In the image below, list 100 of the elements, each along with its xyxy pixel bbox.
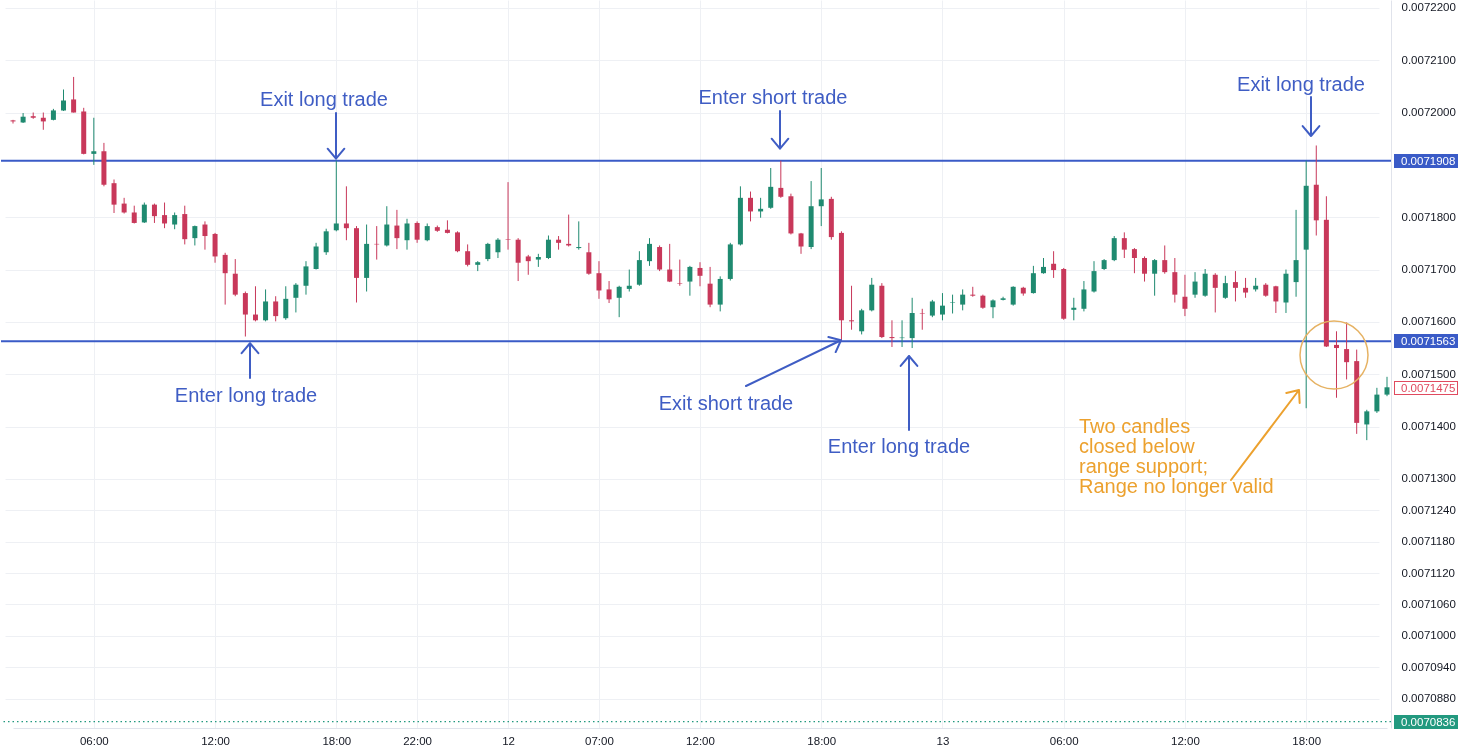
candlestick: [71, 76, 77, 114]
x-tick-label: 12:00: [686, 734, 715, 747]
x-tick-label: 18:00: [322, 734, 352, 747]
candlestick: [394, 209, 400, 250]
candlestick: [162, 202, 168, 229]
ref-line-label: 0.0070836: [1394, 714, 1458, 729]
candlestick: [818, 167, 824, 227]
candlestick: [667, 243, 673, 283]
candlestick: [232, 258, 238, 297]
candlestick: [616, 285, 622, 318]
annotation: Enter long trade: [174, 383, 318, 407]
candlestick: [960, 288, 966, 311]
candlestick: [1212, 272, 1218, 313]
ref-line-label: 0.0071563: [1394, 334, 1458, 349]
candlestick: [1384, 376, 1390, 397]
candlestick: [697, 261, 703, 287]
candlestick: [121, 197, 127, 215]
candlestick: [515, 237, 521, 282]
y-tick-label: 0.0071300: [1401, 472, 1456, 485]
candlestick: [1273, 285, 1279, 314]
candlestick: [303, 260, 309, 296]
x-tick-label: 06:00: [1049, 734, 1079, 747]
candlestick: [242, 291, 248, 338]
y-tick-label: 0.0071600: [1401, 315, 1456, 328]
annotation: Exit long trade: [260, 87, 388, 111]
candlestick: [343, 185, 349, 241]
candlestick: [222, 252, 228, 306]
candlestick: [333, 160, 339, 232]
candlestick: [1172, 257, 1178, 303]
candlestick: [1142, 255, 1148, 283]
x-tick-label: 12:00: [201, 734, 230, 747]
candlestick: [1081, 280, 1087, 312]
candlestick: [849, 285, 855, 331]
y-tick-label: 0.0071800: [1401, 210, 1456, 223]
y-tick-label: 0.0072000: [1401, 106, 1456, 119]
candlestick: [1364, 409, 1370, 441]
candlestick: [545, 235, 551, 260]
x-tick-label: 13: [936, 734, 950, 747]
annotation: Enter short trade: [698, 85, 848, 109]
candlestick: [677, 259, 683, 287]
candlestick: [1344, 321, 1350, 380]
candlestick: [990, 298, 996, 319]
candlestick: [495, 237, 501, 259]
x-tick-label: 07:00: [585, 734, 614, 747]
candlestick: [111, 179, 117, 214]
candlestick: [212, 232, 218, 264]
candlestick: [778, 160, 784, 199]
y-tick-label: 0.0070880: [1401, 692, 1456, 705]
y-tick-label: 0.0071120: [1401, 566, 1456, 579]
candlestick: [1051, 250, 1057, 279]
annotation: Enter long trade: [827, 434, 971, 458]
y-tick-label: 0.0071060: [1401, 597, 1456, 610]
candlestick: [404, 218, 410, 251]
candlestick: [657, 244, 663, 272]
candlestick: [1091, 260, 1097, 294]
y-tick-label: 0.0071000: [1401, 629, 1456, 642]
candlestick: [707, 266, 713, 308]
candlestick: [1111, 235, 1117, 262]
candlestick: [10, 119, 16, 125]
candlestick: [505, 181, 511, 251]
candlestick: [293, 282, 299, 313]
x-tick-label: 12: [502, 734, 515, 747]
x-tick-label: 18:00: [807, 734, 837, 747]
x-tick-label: 22:00: [403, 734, 433, 747]
candlestick: [273, 295, 279, 322]
candlestick: [1010, 285, 1016, 307]
candlestick: [485, 242, 491, 262]
candlestick: [1374, 387, 1380, 414]
candlestick: [1121, 231, 1127, 259]
candlestick: [939, 292, 945, 321]
annotation: Exit short trade: [658, 391, 794, 415]
candlestick: [1232, 270, 1238, 302]
candlestick: [151, 203, 157, 224]
text: 0.0071475: [1394, 380, 1458, 395]
candlestick: [1162, 244, 1168, 275]
candlestick: [646, 237, 652, 267]
candlestick: [1131, 247, 1137, 274]
candlestick: [384, 205, 390, 247]
ref-line-label: 0.0071908: [1394, 153, 1458, 168]
y-tick-label: 0.0071500: [1401, 367, 1456, 380]
candlestick: [202, 220, 208, 251]
candlestick: [576, 220, 582, 251]
y-tick-label: 0.0071400: [1401, 420, 1456, 433]
candlestick: [313, 242, 319, 271]
candlestick: [1202, 268, 1208, 298]
candlestick: [970, 286, 976, 298]
candlestick: [1192, 271, 1198, 299]
candlestick: [1152, 258, 1158, 297]
y-tick-label: 0.0072100: [1401, 53, 1456, 66]
x-tick-label: 12:00: [1171, 734, 1200, 747]
y-tick-label: 0.0071180: [1401, 535, 1456, 548]
y-tick-label: 0.0071700: [1401, 263, 1456, 276]
candlestick: [414, 220, 420, 244]
candlestick: [141, 202, 147, 224]
candlestick: [1182, 274, 1188, 317]
candlestick: [586, 242, 592, 276]
candlestick: [323, 228, 329, 256]
y-tick-label: 0.0072200: [1401, 1, 1456, 14]
candlestick: [596, 260, 602, 300]
x-tick-label: 06:00: [79, 734, 109, 747]
